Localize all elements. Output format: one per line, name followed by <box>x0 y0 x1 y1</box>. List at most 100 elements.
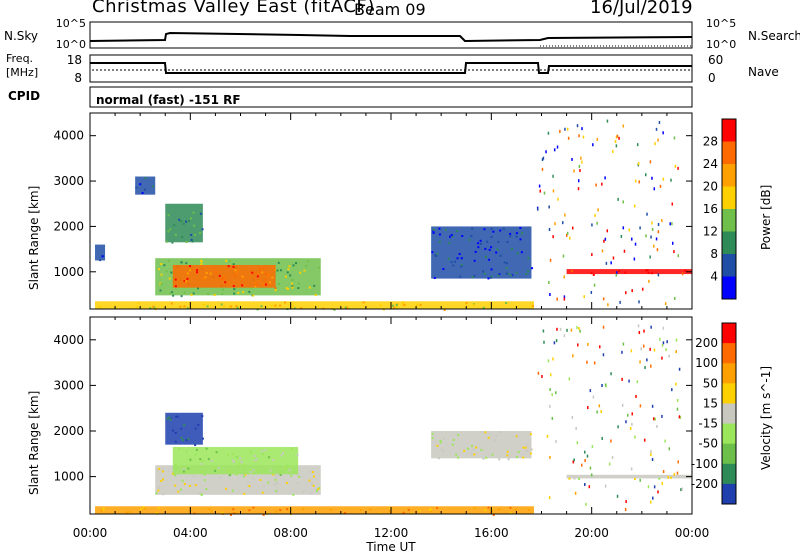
velocity-echo-point <box>189 458 192 461</box>
velocity-noise-point <box>572 354 574 358</box>
velocity-echo-point <box>232 459 235 462</box>
power-noise-point <box>662 131 664 135</box>
power-noise-point <box>596 137 599 141</box>
power-echo-point <box>202 303 205 306</box>
power-noise-point <box>547 131 550 135</box>
velocity-noise-point <box>650 453 652 457</box>
power-echo-point <box>174 278 177 281</box>
velocity-noise-point <box>584 482 586 486</box>
velocity-echo-point <box>213 469 216 472</box>
power-noise-point <box>670 178 672 182</box>
power-echo-point <box>160 263 163 266</box>
power-echo-point <box>170 271 173 274</box>
velocity-echo-point <box>203 479 206 482</box>
power-noise-point <box>552 235 554 239</box>
velocity-noise-point <box>631 412 634 416</box>
power-noise-point <box>571 226 574 230</box>
power-noise-point <box>563 295 566 299</box>
velocity-noise-point <box>553 341 556 345</box>
power-echo-point <box>190 238 193 241</box>
power-noise-point <box>656 248 659 252</box>
power-echo-point <box>444 228 447 231</box>
velocity-noise-point <box>580 463 583 467</box>
power-echo-point <box>271 276 274 279</box>
nsky-panel <box>89 21 693 49</box>
power-noise-point <box>657 138 659 142</box>
velocity-echo-point <box>530 448 533 451</box>
power-echo-point <box>230 305 233 308</box>
velocity-noise-point <box>650 364 652 368</box>
power-echo-point <box>403 304 406 307</box>
velocity-echo-point <box>318 486 321 489</box>
velocity-echo-point <box>192 475 195 478</box>
power-echo-point <box>189 217 192 220</box>
velocity-noise-point <box>587 342 589 346</box>
power-echo-point <box>235 304 238 307</box>
velocity-echo-point <box>264 469 267 472</box>
velocity-noise-point <box>643 438 646 442</box>
power-noise-point <box>563 297 566 301</box>
velocity-noise-point <box>665 348 667 352</box>
velocity-noise-point <box>650 500 652 504</box>
velocity-echo-point <box>232 512 235 515</box>
power-noise-point <box>634 242 637 246</box>
velocity-echo-point <box>231 489 234 492</box>
velocity-colorbar-tick-label: 15 <box>703 396 718 410</box>
velocity-echo-point <box>261 450 264 453</box>
power-echo-point <box>515 232 518 235</box>
velocity-noise-point <box>589 389 592 393</box>
power-y-tick-label: 3000 <box>53 174 84 188</box>
velocity-echo-point <box>431 432 434 435</box>
power-echo-point <box>141 192 144 195</box>
power-noise-point <box>636 143 639 147</box>
power-noise-point <box>669 222 671 226</box>
velocity-noise-point <box>675 382 677 386</box>
power-echo-point <box>432 228 435 231</box>
power-noise-point <box>673 136 676 140</box>
power-echo-point <box>645 269 648 272</box>
power-echo-point <box>180 261 183 264</box>
power-echo-point <box>274 286 277 289</box>
power-echo-point <box>157 268 160 271</box>
time-tick-label: 12:00 <box>374 526 409 540</box>
velocity-noise-point <box>673 472 676 476</box>
velocity-echo-point <box>198 492 201 495</box>
power-echo-point <box>305 265 308 268</box>
velocity-echo-point <box>161 470 164 473</box>
power-echo-point <box>277 282 280 285</box>
power-echo-point <box>183 305 186 308</box>
power-noise-point <box>637 162 640 166</box>
power-colorbar-swatch <box>722 141 736 165</box>
velocity-noise-point <box>617 425 619 429</box>
power-noise-point <box>571 157 573 161</box>
velocity-echo-point <box>314 488 317 491</box>
power-echo-point <box>300 307 303 310</box>
power-echo-point <box>181 236 184 239</box>
power-echo-point <box>259 268 262 271</box>
power-echo-point <box>531 267 534 270</box>
velocity-echo-point <box>524 446 527 449</box>
power-echo-point <box>180 220 183 223</box>
power-echo-point <box>470 234 473 237</box>
velocity-echo-point <box>142 506 145 509</box>
power-noise-point <box>549 258 552 262</box>
power-echo-point <box>479 239 482 242</box>
power-y-tick-label: 1000 <box>53 265 84 279</box>
power-echo-point <box>490 275 493 278</box>
power-echo-point <box>651 272 654 275</box>
velocity-noise-point <box>542 329 545 333</box>
velocity-colorbar-tick-label: 50 <box>703 376 718 390</box>
power-echo-point <box>137 302 140 305</box>
power-noise-point <box>661 219 663 223</box>
velocity-echo-point <box>286 464 289 467</box>
velocity-echo-point <box>247 481 250 484</box>
power-echo-point <box>159 289 162 292</box>
power-echo-point <box>143 188 146 191</box>
power-echo-point <box>509 232 512 235</box>
velocity-echo-point <box>482 457 485 460</box>
time-tick-labels: 00:00 04:00 08:00 12:00 16:00 20:00 00:00 <box>73 526 710 540</box>
velocity-echo-point <box>225 487 228 490</box>
power-echo-point <box>521 232 524 235</box>
power-noise-point <box>538 184 541 188</box>
power-echo-point <box>262 266 265 269</box>
